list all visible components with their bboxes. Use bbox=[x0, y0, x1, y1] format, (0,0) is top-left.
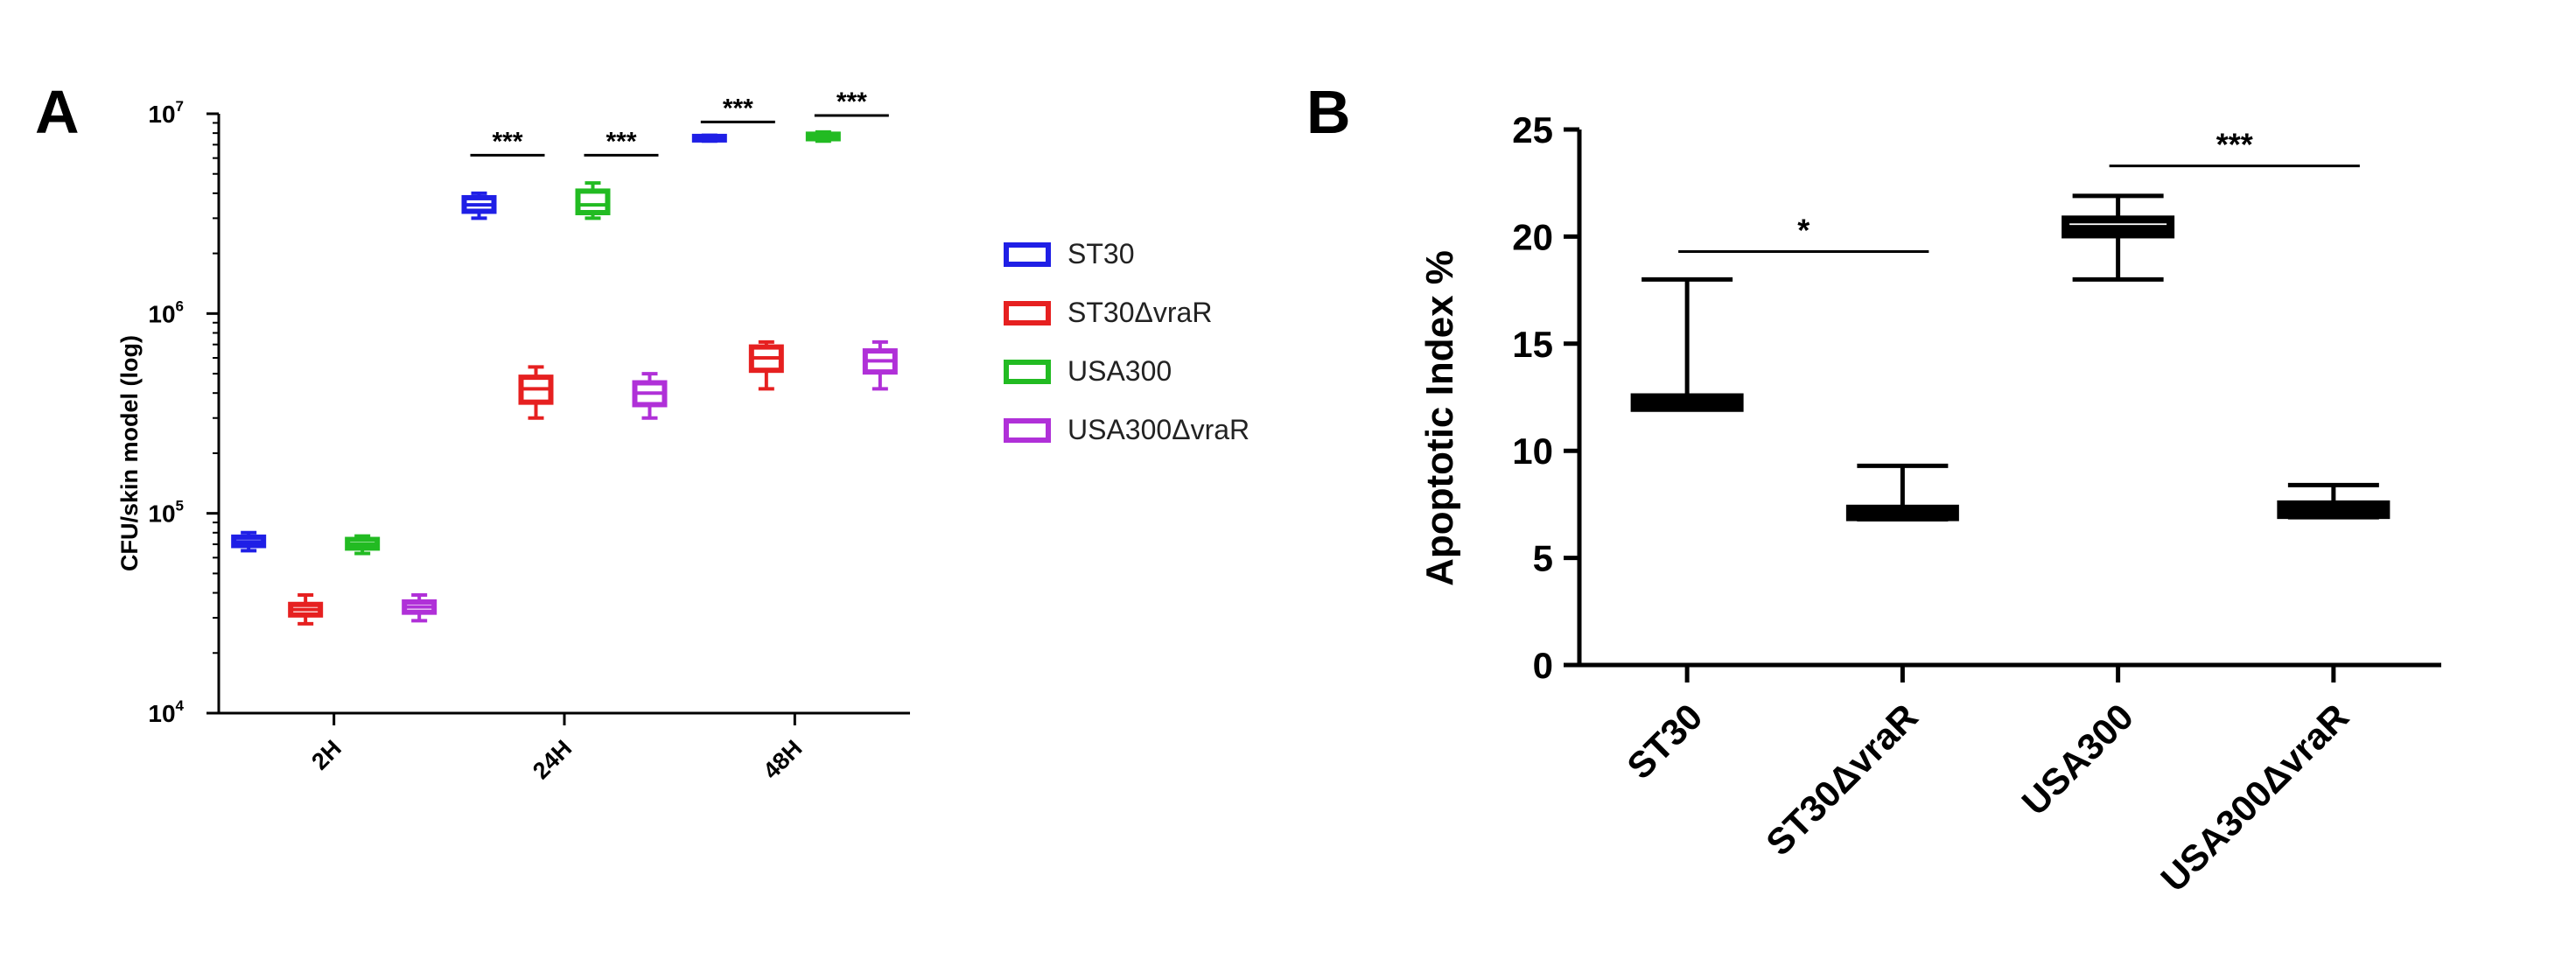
box-st30-vrar-48h bbox=[748, 340, 784, 391]
chart-a-significance-label: *** bbox=[723, 94, 753, 122]
chart-b-significance-label: * bbox=[1797, 213, 1810, 248]
box-usa300-vrar-2h bbox=[402, 593, 438, 623]
box-usa300-vrar-24h bbox=[632, 372, 668, 420]
chart-a-legend: ST30 ST30ΔvraR USA300 USA300ΔvraR bbox=[1004, 238, 1250, 445]
chart-b-category-label-usa300-vrar: USA300ΔvraR bbox=[2152, 696, 2356, 900]
chart-b-significance-label: *** bbox=[2216, 127, 2253, 163]
chart-a-ytick-label: 105 bbox=[148, 498, 184, 528]
chart-a-category-label-24h: 24H bbox=[528, 735, 577, 784]
chart-b-box-usa300-vrar bbox=[2277, 482, 2390, 520]
box-st30-24h bbox=[461, 191, 497, 220]
chart-a-category-label-2h: 2H bbox=[306, 735, 346, 775]
legend-label-usa300: USA300 bbox=[1068, 355, 1172, 387]
chart-b-category-label-st30-vrar: ST30ΔvraR bbox=[1758, 696, 1926, 864]
chart-a-ylabel: CFU/skin model (log) bbox=[116, 335, 143, 571]
chart-a-significance-label: *** bbox=[606, 127, 636, 156]
legend-swatch-st30 bbox=[1004, 242, 1051, 267]
chart-b-ytick-label: 0 bbox=[1533, 645, 1553, 686]
legend-swatch-usa300-vrar bbox=[1004, 418, 1051, 443]
legend-label-st30: ST30 bbox=[1068, 238, 1134, 270]
chart-a-category-label-48h: 48H bbox=[758, 735, 807, 784]
box-st30-48h bbox=[691, 133, 727, 144]
chart-a-ytick-label: 106 bbox=[148, 298, 184, 327]
chart-a-ytick-label: 107 bbox=[148, 98, 184, 128]
chart-b-category-label-st30: ST30 bbox=[1619, 696, 1710, 787]
chart-b-box-usa300 bbox=[2062, 193, 2175, 282]
chart-b-ytick-label: 10 bbox=[1512, 430, 1553, 472]
box-usa300-vrar-48h bbox=[862, 340, 898, 391]
chart-b-box-st30 bbox=[1630, 276, 1744, 412]
legend-label-st30-vrar: ST30ΔvraR bbox=[1068, 297, 1212, 328]
box-usa300-48h bbox=[805, 130, 841, 144]
chart-b: Apoptotic Index % 0 5 10 15 20 25 ST30 ST30Δvra… bbox=[1418, 109, 2441, 900]
chart-b-ytick-label: 15 bbox=[1512, 324, 1553, 365]
chart-b-ytick-label: 20 bbox=[1512, 216, 1553, 257]
chart-a-significance-label: *** bbox=[492, 127, 522, 156]
box-st30-vrar-2h bbox=[288, 593, 324, 626]
legend-swatch-st30-vrar bbox=[1004, 301, 1051, 326]
legend-swatch-usa300 bbox=[1004, 360, 1051, 384]
chart-b-box-st30-vrar bbox=[1845, 463, 1959, 522]
box-st30-vrar-24h bbox=[518, 365, 554, 420]
chart-b-ytick-label: 25 bbox=[1512, 109, 1553, 150]
box-st30-2h bbox=[231, 530, 267, 553]
chart-a-ytick-label: 104 bbox=[148, 697, 184, 727]
panel-a-letter: A bbox=[35, 78, 80, 146]
box-usa300-2h bbox=[345, 534, 381, 556]
chart-a-significance-label: *** bbox=[836, 88, 867, 116]
chart-b-ylabel: Apoptotic Index % bbox=[1418, 250, 1461, 586]
chart-a: CFU/skin model (log) 104 105 106 107 2H 24H 48… bbox=[116, 88, 1250, 784]
chart-b-ytick-label: 5 bbox=[1533, 538, 1553, 579]
legend-label-usa300-vrar: USA300ΔvraR bbox=[1068, 414, 1250, 445]
box-usa300-24h bbox=[575, 181, 611, 220]
chart-b-category-label-usa300: USA300 bbox=[2013, 696, 2140, 822]
panel-b-letter: B bbox=[1306, 78, 1351, 146]
